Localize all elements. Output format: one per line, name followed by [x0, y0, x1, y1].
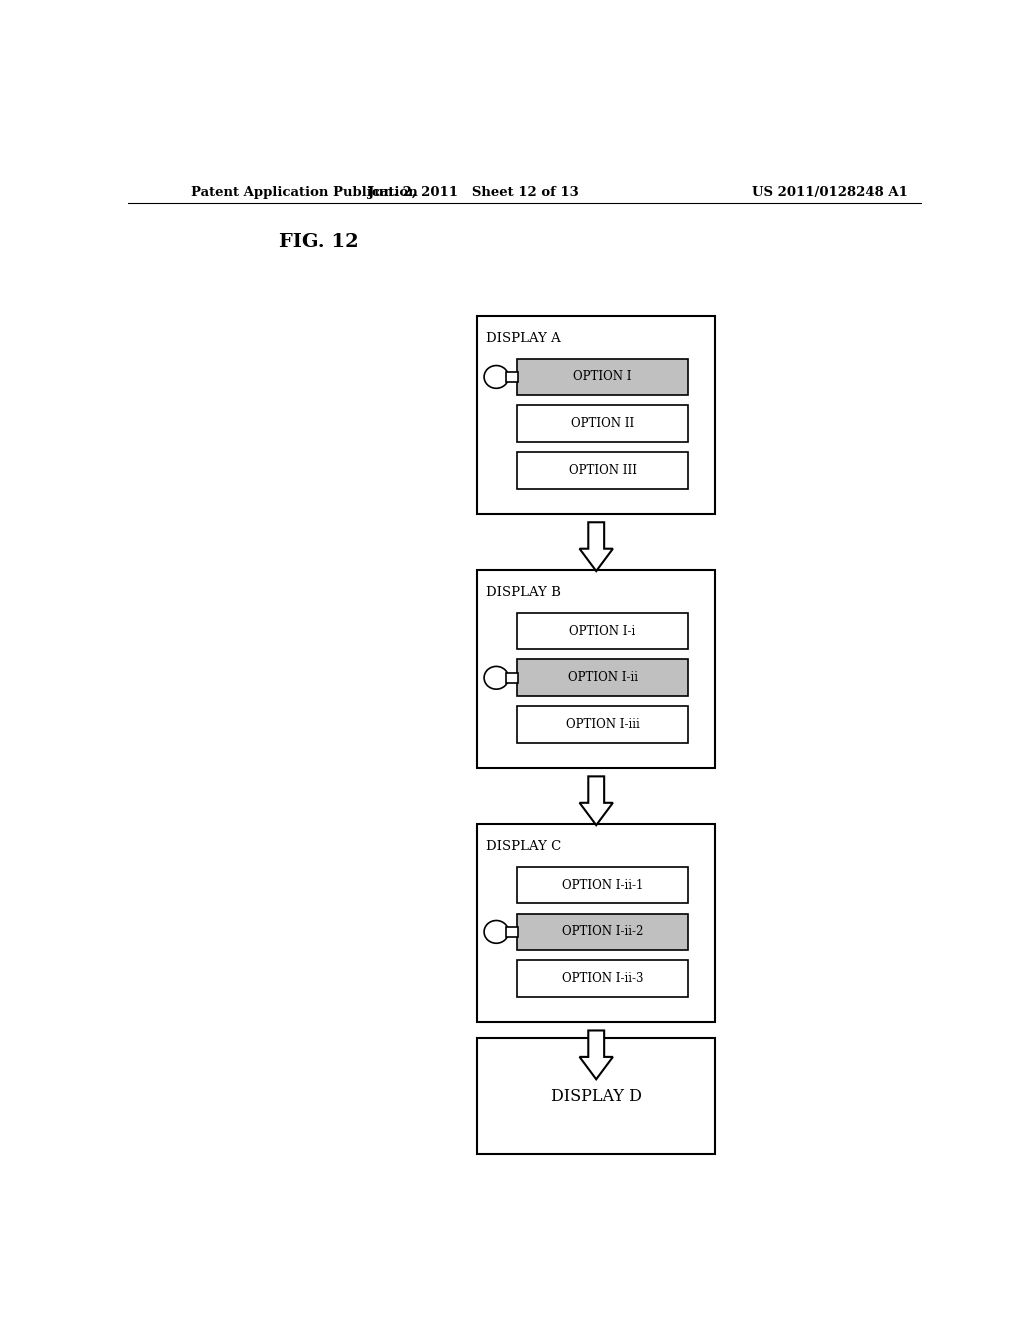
Text: OPTION II: OPTION II [571, 417, 634, 430]
Bar [477, 570, 715, 768]
Text: OPTION I-ii-2: OPTION I-ii-2 [562, 925, 643, 939]
Text: OPTION I-ii-3: OPTION I-ii-3 [562, 972, 643, 985]
Bar [517, 706, 688, 743]
Text: OPTION I-iii: OPTION I-iii [565, 718, 639, 731]
Bar [517, 867, 688, 903]
Bar [506, 927, 518, 937]
Text: DISPLAY C: DISPLAY C [486, 841, 561, 854]
Bar [517, 612, 688, 649]
Bar [517, 660, 688, 696]
Text: Jun. 2, 2011   Sheet 12 of 13: Jun. 2, 2011 Sheet 12 of 13 [368, 186, 579, 199]
Bar [517, 453, 688, 488]
Ellipse shape [484, 667, 509, 689]
Text: OPTION I-ii-1: OPTION I-ii-1 [562, 879, 643, 891]
Bar [506, 372, 518, 381]
Text: OPTION I: OPTION I [573, 371, 632, 383]
Text: Patent Application Publication: Patent Application Publication [191, 186, 418, 199]
Text: FIG. 12: FIG. 12 [279, 232, 358, 251]
Text: OPTION I-ii: OPTION I-ii [567, 672, 638, 684]
Bar [506, 673, 518, 682]
Polygon shape [580, 523, 613, 572]
Bar [517, 913, 688, 950]
Bar [517, 961, 688, 997]
Text: OPTION III: OPTION III [568, 463, 637, 477]
Ellipse shape [484, 920, 509, 944]
Text: OPTION I-i: OPTION I-i [569, 624, 636, 638]
Bar [477, 315, 715, 515]
Polygon shape [580, 1031, 613, 1080]
Bar [477, 1038, 715, 1155]
Bar [477, 824, 715, 1022]
Text: DISPLAY B: DISPLAY B [486, 586, 561, 599]
Text: DISPLAY A: DISPLAY A [486, 333, 561, 346]
Text: US 2011/0128248 A1: US 2011/0128248 A1 [753, 186, 908, 199]
Bar [517, 405, 688, 442]
Bar [517, 359, 688, 395]
Ellipse shape [484, 366, 509, 388]
Text: DISPLAY D: DISPLAY D [551, 1088, 642, 1105]
Polygon shape [580, 776, 613, 825]
